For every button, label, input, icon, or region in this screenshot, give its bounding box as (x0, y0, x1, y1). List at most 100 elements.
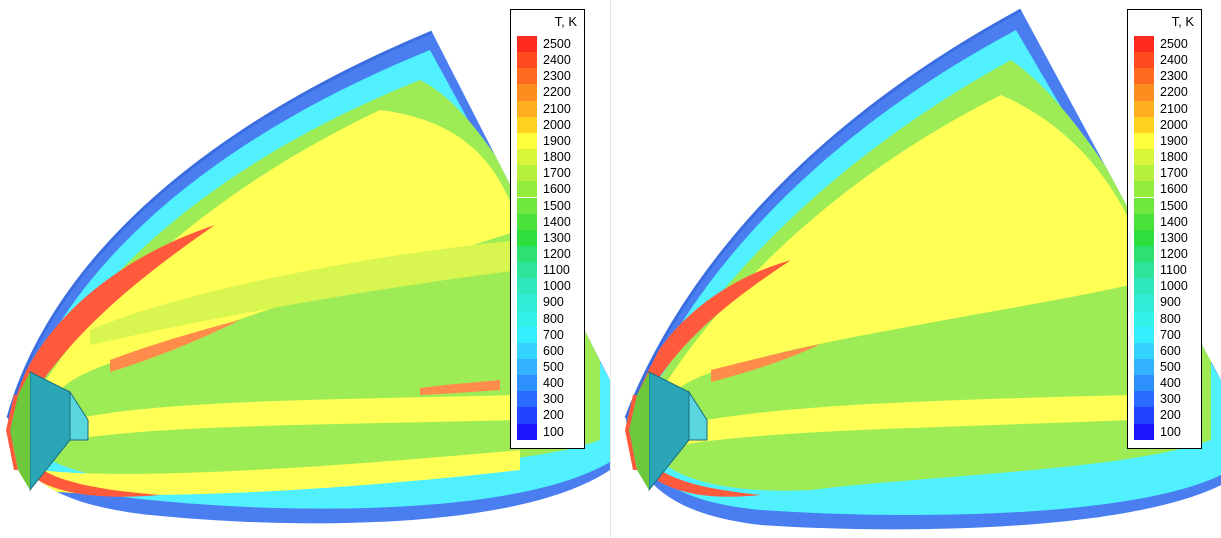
legend-swatch (517, 213, 537, 230)
legend-label: 1000 (1160, 279, 1188, 294)
legend-entry: 1000 (1134, 278, 1198, 295)
legend-entry: 2500 (517, 36, 581, 53)
green-inner-region (991, 322, 1171, 384)
legend-entry: 500 (517, 359, 581, 376)
legend-label: 100 (543, 424, 564, 439)
legend-label: 2300 (543, 69, 571, 84)
legend-label: 1700 (1160, 166, 1188, 181)
yellow-core-region (646, 95, 1151, 415)
color-legend: T, K 2500 2400 2300 2200 2100 2000 1900 1800 170… (1127, 9, 1202, 449)
legend-entry: 900 (517, 294, 581, 311)
legend-label: 1300 (543, 230, 571, 245)
legend-label: 2500 (1160, 37, 1188, 51)
legend-swatch (517, 407, 537, 424)
shock-edge (624, 8, 1022, 419)
capsule-body (625, 371, 708, 492)
legend-swatch (517, 36, 537, 53)
legend-swatch (517, 100, 537, 117)
legend-entry: 200 (517, 407, 581, 424)
legend-entry: 2200 (517, 84, 581, 101)
legend-entry: 2500 (1134, 36, 1198, 53)
legend-label: 200 (1160, 408, 1181, 423)
color-legend: T, K 2500 2400 2300 2200 2100 2000 1900 1800 170… (510, 9, 585, 449)
legend-label: 2400 (543, 53, 571, 68)
legend-label: 1200 (543, 246, 571, 261)
legend-entry: 700 (1134, 326, 1198, 343)
legend-entry: 1200 (1134, 245, 1198, 263)
legend-swatch (1134, 36, 1154, 53)
legend-swatch (1134, 116, 1154, 133)
legend-entry: 2300 (517, 68, 581, 85)
legend-swatch (517, 132, 537, 150)
legend-label: 200 (543, 408, 564, 423)
legend-entry: 400 (1134, 375, 1198, 392)
legend-label: 1300 (1160, 230, 1188, 245)
legend-entry: 600 (517, 342, 581, 359)
legend-swatch (1134, 294, 1154, 311)
legend-label: 1900 (543, 133, 571, 148)
legend-swatch (1134, 68, 1154, 85)
legend-label: 2100 (543, 101, 571, 116)
legend-entry: 100 (1134, 423, 1198, 440)
legend-label: 1600 (1160, 182, 1188, 197)
legend-swatch (517, 68, 537, 85)
temperature-contour-plot-left (6, 30, 610, 524)
legend-entry: 2100 (517, 100, 581, 117)
legend-swatch (517, 116, 537, 133)
legend-swatch (1134, 181, 1154, 198)
legend-swatch (517, 229, 537, 246)
legend-entry: 1900 (517, 132, 581, 150)
legend-swatch (1134, 100, 1154, 117)
legend-swatch (1134, 165, 1154, 182)
legend-swatch (517, 359, 537, 376)
legend-swatch (517, 149, 537, 166)
legend-entry: 700 (517, 326, 581, 343)
legend-entry: 2000 (1134, 116, 1198, 133)
legend-label: 900 (1160, 295, 1181, 310)
hot-shock-layer-lower (643, 462, 761, 497)
legend-swatch (1134, 262, 1154, 279)
legend-label: 2000 (543, 117, 571, 132)
legend-swatch (517, 326, 537, 343)
legend-label: 1800 (543, 150, 571, 165)
legend-swatch (1134, 278, 1154, 295)
legend-swatch (517, 375, 537, 392)
legend-entry: 600 (1134, 342, 1198, 359)
legend-entry: 2400 (1134, 52, 1198, 69)
legend-label: 2500 (543, 37, 571, 51)
legend-entry: 300 (1134, 391, 1198, 408)
legend-label: 100 (1160, 424, 1181, 439)
yellow-bottom-streak (40, 450, 520, 495)
legend-entry: 2100 (1134, 100, 1198, 117)
legend-swatch (1134, 84, 1154, 101)
legend-swatch (517, 391, 537, 408)
legend-title: T, K (554, 14, 577, 29)
legend-swatch (1134, 132, 1154, 150)
legend-label: 500 (1160, 360, 1181, 374)
legend-entry: 1800 (1134, 149, 1198, 166)
legend-swatch (1134, 423, 1154, 440)
legend-label: 300 (1160, 392, 1181, 407)
legend-swatch (517, 310, 537, 327)
legend-label: 1800 (1160, 150, 1188, 165)
legend-swatch (1134, 310, 1154, 327)
legend-swatch (517, 181, 537, 198)
legend-entry: 900 (1134, 294, 1198, 311)
legend-swatch (1134, 375, 1154, 392)
legend-entry: 100 (517, 423, 581, 440)
legend-entry: 1500 (1134, 197, 1198, 214)
legend-label: 2300 (1160, 69, 1188, 84)
shock-edge (6, 30, 433, 419)
legend-swatch (1134, 407, 1154, 424)
legend-swatch (517, 84, 537, 101)
legend-swatch (517, 278, 537, 295)
hot-shock-layer-lower (24, 460, 160, 497)
legend-swatch (517, 423, 537, 440)
yellow-lower-streak (681, 395, 1131, 445)
legend-entry: 2300 (1134, 68, 1198, 85)
legend-swatch (517, 245, 537, 263)
legend-label: 2000 (1160, 117, 1188, 132)
legend-swatch (1134, 359, 1154, 376)
legend-entry: 1100 (517, 262, 581, 279)
legend-entry: 1800 (517, 149, 581, 166)
